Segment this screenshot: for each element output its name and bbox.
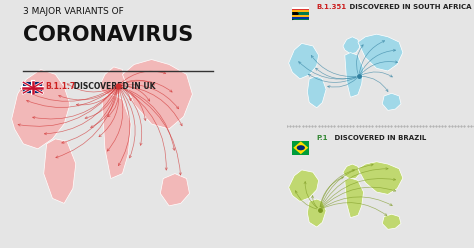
Bar [292,7,309,9]
Polygon shape [102,94,131,179]
Text: DISCOVERED IN SOUTH AFRICA: DISCOVERED IN SOUTH AFRICA [346,4,471,10]
Bar [292,9,309,10]
Bar [23,82,42,93]
Polygon shape [358,34,403,71]
Polygon shape [289,170,319,201]
Polygon shape [382,93,401,110]
Polygon shape [160,174,190,206]
Polygon shape [122,60,192,129]
Polygon shape [99,67,125,97]
Circle shape [297,145,305,150]
Polygon shape [307,199,326,227]
Bar [292,15,309,17]
Polygon shape [343,164,360,179]
Polygon shape [289,43,319,79]
Bar [292,17,309,19]
Polygon shape [382,214,401,229]
Text: DISCOVERED IN UK: DISCOVERED IN UK [72,82,156,91]
Text: CORONAVIRUS: CORONAVIRUS [23,25,193,45]
Polygon shape [345,178,364,218]
Polygon shape [44,139,76,203]
Polygon shape [293,141,308,154]
Polygon shape [292,7,299,20]
Polygon shape [343,37,360,54]
Bar [292,10,309,12]
Polygon shape [358,162,403,194]
Bar [292,141,309,155]
Polygon shape [307,76,326,108]
Text: B.1.351: B.1.351 [317,4,347,10]
Text: DISCOVERED IN BRAZIL: DISCOVERED IN BRAZIL [332,135,426,141]
Text: P.1: P.1 [317,135,328,141]
Text: B.1.1.7: B.1.1.7 [45,82,75,91]
Polygon shape [12,69,70,149]
Text: 3 MAJOR VARIANTS OF: 3 MAJOR VARIANTS OF [23,7,124,16]
Polygon shape [345,53,364,97]
Bar [292,7,309,20]
